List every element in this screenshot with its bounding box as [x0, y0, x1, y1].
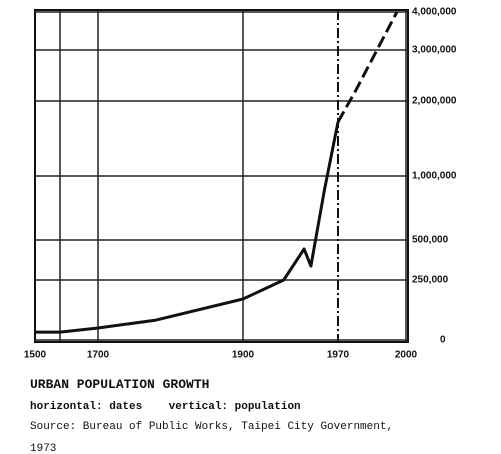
x-tick-label: 1700: [87, 350, 110, 361]
y-tick-label: 3,000,000: [412, 45, 457, 56]
source-year: 1973: [30, 443, 56, 454]
source: Source: Bureau of Public Works, Taipei C…: [30, 421, 393, 433]
y-tick-label: 2,000,000: [412, 96, 457, 107]
subtitle: horizontal: dates vertical: population: [30, 401, 301, 413]
x-tick-label: 1900: [232, 350, 255, 361]
chart-title: URBAN POPULATION GROWTH: [30, 377, 209, 392]
y-tick-label: 0: [440, 335, 446, 346]
x-tick-label: 1500: [24, 350, 47, 361]
data-line: [35, 121, 340, 334]
x-tick-label: 1970: [327, 350, 350, 361]
data-line: [336, 11, 399, 123]
y-tick-label: 500,000: [412, 235, 449, 246]
plot-area: 0 250,000 500,000 1,000,000 2,000,000 3,000,0…: [24, 7, 457, 361]
y-tick-label: 250,000: [412, 275, 449, 286]
y-tick-label: 1,000,000: [412, 171, 457, 182]
y-tick-label: 4,000,000: [412, 7, 457, 18]
x-tick-label: 2000: [395, 350, 418, 361]
